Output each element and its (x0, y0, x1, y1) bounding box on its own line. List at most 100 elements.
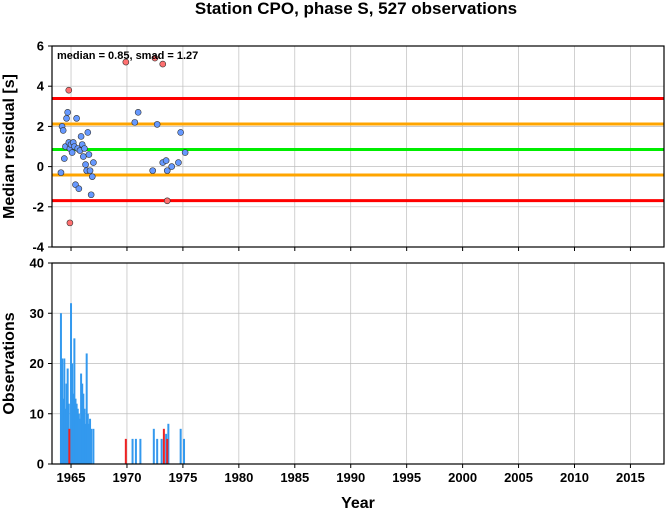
data-point (75, 185, 83, 193)
data-point (149, 167, 156, 174)
data-bar (64, 408, 67, 464)
data-bar (134, 438, 137, 464)
data-bar (80, 373, 83, 464)
y-tick-label: -2 (32, 199, 44, 214)
x-tick-label: 1970 (113, 470, 142, 485)
data-point (90, 159, 97, 166)
data-bar (62, 398, 65, 464)
data-point (151, 54, 159, 62)
data-point (181, 149, 189, 156)
data-point (59, 127, 67, 134)
data-point (131, 119, 139, 126)
data-bar (139, 438, 142, 464)
data-point (175, 159, 182, 166)
x-tick-label: 1990 (336, 470, 365, 485)
data-point (63, 115, 70, 122)
x-tick-label: 2010 (560, 470, 589, 485)
y-tick-label: 30 (30, 306, 44, 321)
data-point (68, 149, 76, 156)
data-bar (65, 383, 68, 464)
data-bar (131, 438, 134, 464)
data-point (65, 86, 73, 94)
y-tick-label: 0 (37, 457, 44, 472)
data-bar (68, 428, 71, 464)
y-tick-label: 0 (37, 159, 44, 174)
data-point (168, 163, 176, 170)
data-bar (86, 413, 89, 464)
data-point (61, 155, 68, 162)
data-bar (162, 428, 165, 464)
data-bar (183, 438, 186, 464)
data-point (88, 173, 96, 180)
data-point (122, 58, 130, 66)
data-point (85, 151, 93, 158)
data-point (162, 157, 170, 164)
data-point (86, 167, 94, 174)
x-tick-label: 1985 (280, 470, 309, 485)
data-bar (166, 438, 169, 464)
data-point (87, 191, 95, 199)
data-point (77, 133, 85, 140)
data-point (153, 121, 161, 128)
data-bar (167, 423, 170, 464)
chart-title: Station CPO, phase S, 527 observations (195, 0, 517, 18)
x-tick-label: 1995 (392, 470, 421, 485)
data-bar (160, 438, 163, 464)
data-bar (87, 423, 90, 464)
data-bar (75, 403, 78, 464)
stats-annotation: median = 0.85, smad = 1.27 (57, 50, 198, 62)
data-bar (71, 363, 74, 464)
data-bar (59, 313, 62, 464)
data-bar (89, 418, 92, 464)
y-tick-label: 4 (37, 79, 45, 94)
data-bar (73, 338, 76, 464)
x-tick-label: 2005 (504, 470, 533, 485)
data-bar (156, 438, 159, 464)
observations-panel: 1965 1970 1975 1980 1985 1990 1995 2000 2005 2010… (1, 256, 665, 511)
data-bar (70, 303, 73, 464)
data-point (66, 219, 74, 227)
data-bar (179, 428, 182, 464)
data-point (57, 169, 65, 176)
y-tick-label: 2 (37, 119, 44, 134)
data-bar (61, 358, 64, 464)
residual-panel: -4 -2 0 2 4 6 Median residual [s] median = 0.85… (1, 39, 665, 255)
x-tick-label: 1980 (224, 470, 253, 485)
plot-frame (51, 45, 665, 248)
data-bar (63, 358, 66, 464)
data-bar (124, 438, 127, 464)
data-point (163, 197, 171, 205)
y-tick-label: 20 (30, 356, 44, 371)
y-tick-label: 10 (30, 406, 44, 421)
y-tick-label: 40 (30, 256, 44, 271)
data-point (73, 115, 80, 122)
data-bar (92, 428, 95, 464)
x-tick-label: 2000 (448, 470, 477, 485)
data-bar (152, 428, 155, 464)
y-axis-label: Observations (1, 312, 18, 414)
data-bar (165, 433, 168, 464)
data-bar (81, 383, 84, 464)
data-point (159, 60, 167, 68)
data-point (81, 145, 88, 152)
x-tick-label: 2015 (616, 470, 645, 485)
y-axis-label: Median residual [s] (1, 74, 18, 219)
data-point (64, 109, 71, 116)
data-bar (66, 368, 69, 464)
x-tick-label: 1975 (168, 470, 197, 485)
data-bar (82, 393, 85, 464)
data-bar (83, 408, 86, 464)
data-bar (85, 353, 88, 464)
data-point (163, 167, 171, 174)
data-bar (77, 413, 80, 464)
y-tick-label: 6 (37, 39, 44, 54)
x-tick-label: 1965 (57, 470, 86, 485)
data-bar (78, 418, 81, 464)
data-bar (74, 398, 77, 464)
data-point (134, 109, 142, 116)
data-point (82, 161, 89, 168)
data-point (177, 129, 184, 136)
data-point (84, 129, 92, 136)
data-point (80, 153, 87, 160)
